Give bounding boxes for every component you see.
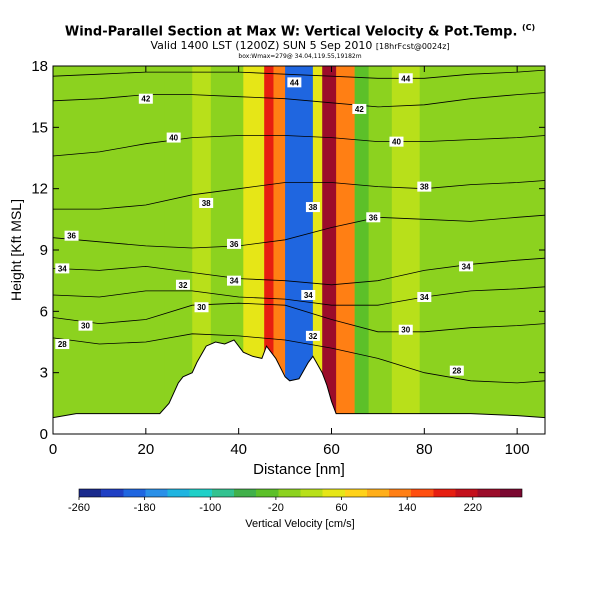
velocity-band-0	[164, 66, 193, 434]
theta-contour-36	[53, 214, 545, 249]
theta-label-30-0: 30	[81, 322, 90, 331]
theta-label-bg-40-0	[166, 132, 181, 143]
terrain-profile	[53, 339, 545, 434]
colorbar: -260 -180 -100 -20 60 140 220	[68, 488, 523, 514]
theta-label-bg-36-1	[227, 238, 242, 249]
colorbar-tick-label-2: -100	[199, 502, 221, 514]
theta-label-bg-32-0	[175, 279, 190, 290]
colorbar-tick-label-5: 140	[398, 502, 416, 514]
theta-label-34-1: 34	[230, 277, 239, 286]
theta-label-bg-38-0	[199, 197, 214, 208]
x-tick-label-100: 100	[505, 441, 530, 458]
colorbar-tick-label-0: -260	[68, 502, 90, 514]
plot-area: 28 28 30 30 30 32 32 34 34 34 34 34 36 36 36 38 38 38 40 40…	[53, 66, 545, 434]
chart-box-info: box:Wmax=279@ 34.04,119.55,19182m	[238, 53, 362, 61]
theta-label-40-1: 40	[392, 138, 401, 147]
theta-label-bg-44-0	[287, 77, 302, 88]
colorbar-tick-label-6: 220	[464, 502, 482, 514]
y-axis-label: Height [Kft MSL]	[8, 199, 24, 301]
theta-label-34-0: 34	[58, 264, 67, 273]
theta-label-bg-30-0	[78, 320, 93, 331]
x-tick-label-20: 20	[137, 441, 154, 458]
theta-label-bg-38-1	[305, 202, 320, 213]
theta-label-bg-38-2	[417, 181, 432, 192]
theta-label-bg-34-3	[417, 292, 432, 303]
theta-label-bg-34-4	[459, 261, 474, 272]
theta-label-bg-34-1	[227, 275, 242, 286]
theta-label-28-0: 28	[58, 340, 67, 349]
y-tick-label-6: 6	[40, 303, 48, 320]
theta-label-bg-34-0	[55, 263, 70, 274]
y-tick-label-15: 15	[31, 119, 48, 136]
theta-contour-32	[53, 286, 545, 306]
colorbar-gradient	[78, 488, 523, 498]
theta-label-42-0: 42	[141, 95, 150, 104]
theta-label-30-2: 30	[401, 326, 410, 335]
velocity-band-9	[354, 66, 369, 434]
velocity-band-1	[192, 66, 211, 434]
theta-label-34-2: 34	[304, 291, 313, 300]
chart-title: Wind-Parallel Section at Max W: Vertical…	[64, 23, 536, 40]
theta-contour-40	[53, 135, 545, 157]
velocity-band-4	[273, 66, 288, 434]
colorbar-tick-label-3: -20	[268, 502, 284, 514]
velocity-band-8	[336, 66, 355, 434]
y-tick-label-0: 0	[40, 426, 48, 443]
colorbar-tick-label-1: -180	[134, 502, 156, 514]
theta-label-32-1: 32	[308, 332, 317, 341]
theta-label-36-0: 36	[67, 232, 76, 241]
colorbar-label: Vertical Velocity [cm/s]	[245, 518, 354, 530]
theta-label-38-0: 38	[202, 199, 211, 208]
theta-contour-38	[53, 180, 545, 210]
theta-label-42-1: 42	[355, 105, 364, 114]
velocity-band-10	[391, 66, 420, 434]
theta-label-bg-36-2	[366, 212, 381, 223]
colorbar-ticks: -260 -180 -100 -20 60 140 220	[68, 497, 482, 514]
theta-contour-42	[53, 92, 545, 108]
x-tick-label-80: 80	[416, 441, 433, 458]
theta-label-38-1: 38	[308, 203, 317, 212]
theta-label-bg-34-2	[301, 289, 316, 300]
theta-label-34-4: 34	[462, 262, 471, 271]
theta-label-bg-32-1	[305, 330, 320, 341]
theta-label-bg-36-0	[64, 230, 79, 241]
theta-label-28-1: 28	[452, 367, 461, 376]
theta-label-40-0: 40	[169, 134, 178, 143]
theta-label-bg-42-1	[352, 103, 367, 114]
y-tick-label-9: 9	[40, 242, 48, 259]
theta-label-38-2: 38	[420, 183, 429, 192]
y-tick-label-18: 18	[31, 58, 48, 75]
theta-label-bg-30-1	[194, 302, 209, 313]
potential-temperature-contours: 28 28 30 30 30 32 32 34 34 34 34 34 36 36 36 38 38 38 40 40…	[53, 69, 545, 384]
theta-contour-30	[53, 302, 545, 333]
theta-label-bg-42-0	[138, 93, 153, 104]
y-tick-label-12: 12	[31, 181, 48, 198]
chart-subtitle: Valid 1400 LST (1200Z) SUN 5 Sep 2010 [1…	[150, 39, 450, 53]
theta-label-36-2: 36	[369, 213, 378, 222]
chart-title-block: Wind-Parallel Section at Max W: Vertical…	[0, 20, 600, 61]
y-tick-label-3: 3	[40, 365, 48, 382]
theta-label-bg-30-2	[398, 324, 413, 335]
theta-label-32-0: 32	[179, 281, 188, 290]
theta-label-30-1: 30	[197, 303, 206, 312]
theta-contour-44	[53, 69, 545, 79]
theta-label-44-0: 44	[290, 78, 299, 87]
theta-contour-34	[53, 257, 545, 286]
theta-label-bg-28-1	[449, 365, 464, 376]
theta-label-34-3: 34	[420, 293, 429, 302]
theta-label-bg-28-0	[55, 339, 70, 350]
colorbar-tick-label-4: 60	[335, 502, 347, 514]
x-tick-label-40: 40	[230, 441, 247, 458]
x-axis-label: Distance [nm]	[253, 461, 345, 478]
x-tick-label-0: 0	[49, 441, 57, 458]
theta-label-bg-40-1	[389, 136, 404, 147]
theta-label-36-1: 36	[230, 240, 239, 249]
theta-contour-28	[53, 333, 545, 384]
theta-label-bg-44-1	[398, 73, 413, 84]
theta-label-44-1: 44	[401, 74, 410, 83]
x-tick-label-60: 60	[323, 441, 340, 458]
